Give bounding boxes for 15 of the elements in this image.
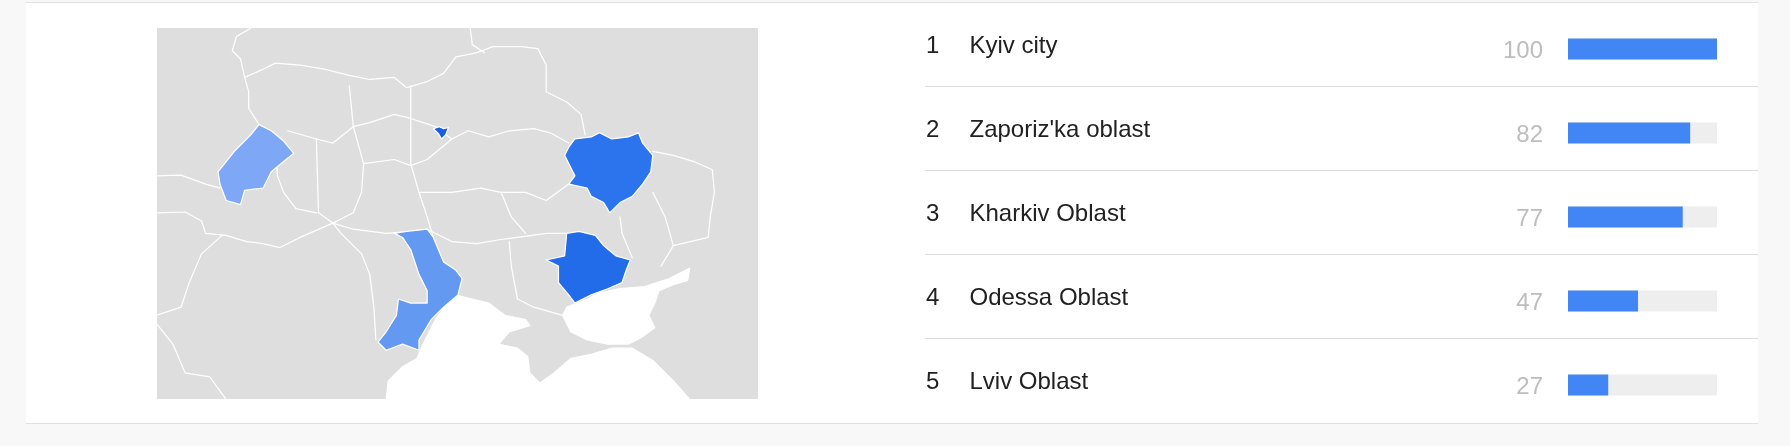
- text: 1: [926, 31, 940, 58]
- data-label: 47: [1516, 288, 1543, 315]
- text: 3: [926, 199, 940, 226]
- data-label: 100: [1502, 36, 1543, 63]
- data-label: 27: [1516, 372, 1543, 399]
- y-tick-label: Kyiv city: [969, 31, 1058, 58]
- y-tick-label: Odessa Oblast: [969, 283, 1129, 310]
- text: 4: [926, 283, 940, 310]
- data-label: 82: [1516, 120, 1543, 147]
- text: 5: [926, 367, 940, 394]
- y-tick-label: Zaporiz'ka oblast: [969, 115, 1151, 142]
- data-label: 77: [1516, 204, 1543, 231]
- text: 2: [926, 115, 940, 142]
- y-tick-label: Kharkiv Oblast: [969, 199, 1126, 226]
- y-tick-label: Lviv Oblast: [969, 367, 1089, 394]
